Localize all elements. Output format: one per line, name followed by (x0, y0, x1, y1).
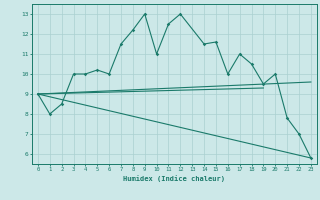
X-axis label: Humidex (Indice chaleur): Humidex (Indice chaleur) (124, 175, 225, 182)
